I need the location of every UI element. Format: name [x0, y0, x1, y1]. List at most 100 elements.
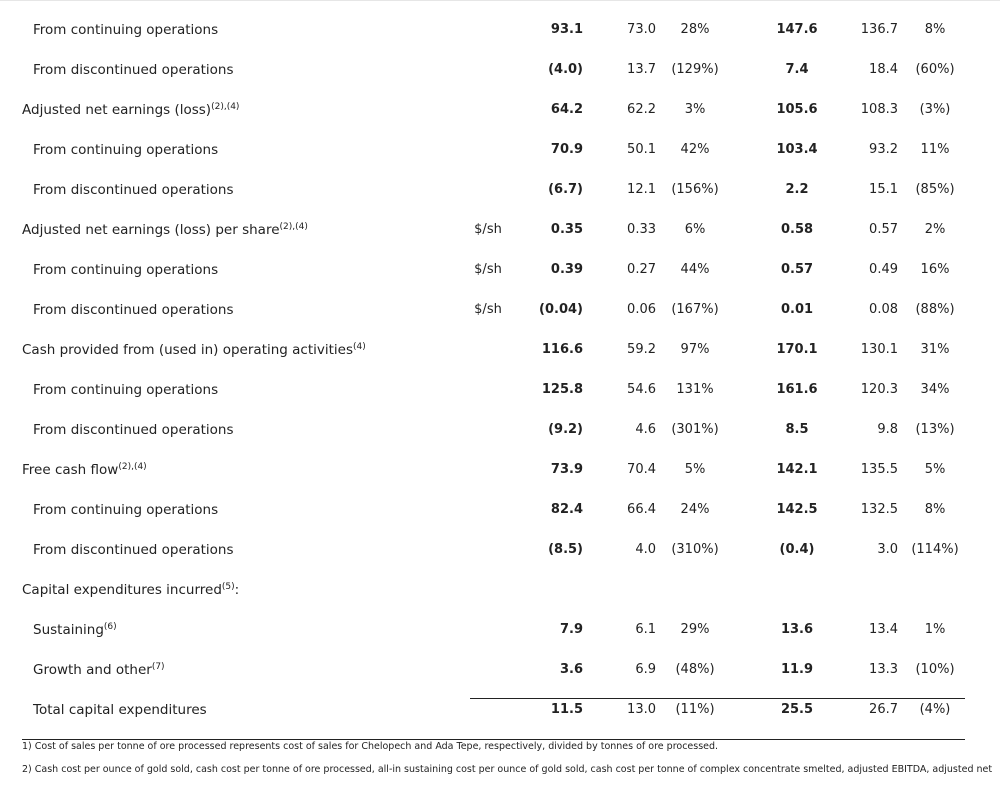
cell-value: 73.0 — [627, 22, 656, 37]
footnote-ref: (7) — [151, 662, 165, 672]
cell-value: (48%) — [675, 662, 715, 677]
cell-value: 0.01 — [780, 302, 814, 317]
row-label: Sustaining(6) — [33, 622, 117, 638]
label-text: From discontinued operations — [33, 422, 234, 438]
cell-value: (13%) — [915, 422, 955, 437]
cell-value: 59.2 — [627, 342, 656, 357]
label-text: Free cash flow — [22, 462, 119, 478]
cell-value: 1% — [924, 622, 946, 637]
cell-value: 24% — [680, 502, 710, 517]
footnote-ref: (2),(4) — [211, 102, 240, 112]
cell-value: (0.04) — [539, 302, 583, 317]
cell-value: 62.2 — [627, 102, 656, 117]
cell-value: 31% — [920, 342, 950, 357]
row-label: Capital expenditures incurred(5): — [22, 582, 239, 598]
cell-value: (88%) — [915, 302, 955, 317]
cell-value: 3.0 — [877, 542, 898, 557]
cell-value: 54.6 — [627, 382, 656, 397]
total-rule — [470, 698, 965, 699]
cell-value: 3% — [684, 102, 706, 117]
footnote-rule — [22, 739, 965, 740]
row-label: From continuing operations — [33, 262, 218, 278]
label-text: Cash provided from (used in) operating a… — [22, 342, 354, 358]
cell-value: 13.0 — [627, 702, 656, 717]
cell-value: 0.33 — [627, 222, 656, 237]
cell-value: 108.3 — [860, 102, 898, 117]
cell-value: 7.9 — [559, 622, 583, 637]
cell-value: (310%) — [671, 542, 719, 557]
cell-value: 11% — [920, 142, 950, 157]
cell-value: 6% — [684, 222, 706, 237]
footnote-ref: (2),(4) — [118, 462, 147, 472]
cell-value: (3%) — [919, 102, 951, 117]
label-text: Total capital expenditures — [33, 702, 207, 718]
cell-value: 73.9 — [550, 462, 583, 477]
cell-value: 2.2 — [785, 182, 809, 197]
cell-value: 6.1 — [635, 622, 656, 637]
cell-value: 29% — [680, 622, 710, 637]
footnote-ref: (2),(4) — [279, 222, 308, 232]
label-text: From discontinued operations — [33, 62, 234, 78]
cell-value: 5% — [684, 462, 706, 477]
row-label: From continuing operations — [33, 22, 218, 38]
cell-value: 9.8 — [877, 422, 898, 437]
cell-value: 8.5 — [785, 422, 809, 437]
cell-value: 25.5 — [780, 702, 814, 717]
cell-value: 8% — [924, 502, 946, 517]
cell-value: 0.27 — [627, 262, 656, 277]
cell-value: 135.5 — [860, 462, 898, 477]
cell-value: (4%) — [919, 702, 951, 717]
footnote-ref: (4) — [353, 342, 366, 352]
label-text: From continuing operations — [33, 382, 219, 398]
cell-value: 4.6 — [635, 422, 656, 437]
cell-value: 97% — [680, 342, 710, 357]
cell-value: 18.4 — [869, 62, 898, 77]
cell-value: (129%) — [671, 62, 719, 77]
cell-value: 42% — [680, 142, 710, 157]
row-label: From discontinued operations — [33, 542, 234, 558]
row-label: Total capital expenditures — [33, 702, 207, 718]
cell-value: 0.57 — [869, 222, 898, 237]
cell-value: 70.9 — [550, 142, 583, 157]
cell-value: (9.2) — [548, 422, 583, 437]
label-suffix: : — [234, 582, 240, 598]
cell-value: 130.1 — [860, 342, 898, 357]
cell-value: 5% — [924, 462, 946, 477]
label-text: From discontinued operations — [33, 302, 234, 318]
cell-value: 34% — [920, 382, 950, 397]
label-text: Capital expenditures incurred — [22, 582, 222, 598]
cell-value: 142.1 — [776, 462, 818, 477]
row-label: From continuing operations — [33, 382, 218, 398]
cell-value: (301%) — [671, 422, 719, 437]
cell-value: 6.9 — [635, 662, 656, 677]
cell-value: 0.57 — [780, 262, 814, 277]
row-label: Growth and other(7) — [33, 662, 165, 678]
cell-value: 12.1 — [627, 182, 656, 197]
cell-value: 82.4 — [550, 502, 583, 517]
cell-value: 120.3 — [860, 382, 898, 397]
cell-value: 0.58 — [780, 222, 814, 237]
cell-value: 4.0 — [635, 542, 656, 557]
unit: $/sh — [474, 302, 502, 317]
cell-value: (114%) — [911, 542, 959, 557]
cell-value: (85%) — [915, 182, 955, 197]
cell-value: (11%) — [675, 702, 715, 717]
cell-value: 11.5 — [550, 702, 583, 717]
row-label: Adjusted net earnings (loss)(2),(4) — [22, 102, 239, 118]
cell-value: 0.35 — [550, 222, 583, 237]
cell-value: 3.6 — [559, 662, 583, 677]
label-text: Sustaining — [33, 622, 104, 638]
cell-value: 50.1 — [627, 142, 656, 157]
row-label: Cash provided from (used in) operating a… — [22, 342, 366, 358]
cell-value: 170.1 — [776, 342, 818, 357]
cell-value: 15.1 — [869, 182, 898, 197]
cell-value: 2% — [924, 222, 946, 237]
footnote-ref: (6) — [103, 622, 117, 632]
footnote-ref: (5) — [221, 582, 235, 592]
cell-value: 64.2 — [550, 102, 583, 117]
cell-value: 93.2 — [869, 142, 898, 157]
cell-value: 11.9 — [780, 662, 814, 677]
row-label: From continuing operations — [33, 142, 218, 158]
cell-value: 125.8 — [541, 382, 583, 397]
